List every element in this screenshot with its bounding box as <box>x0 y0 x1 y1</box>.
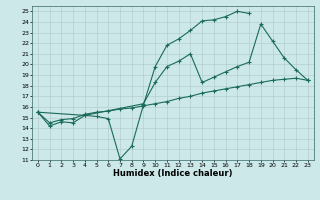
X-axis label: Humidex (Indice chaleur): Humidex (Indice chaleur) <box>113 169 233 178</box>
